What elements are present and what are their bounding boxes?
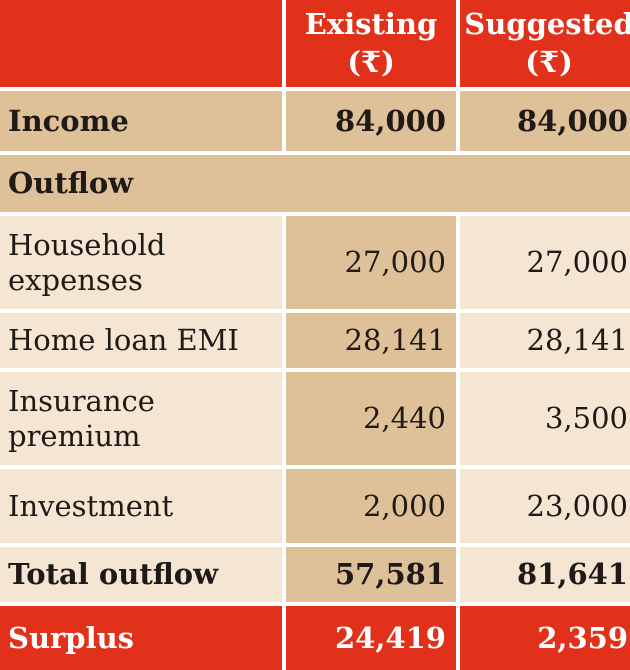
header-suggested-label: Suggested bbox=[464, 6, 630, 41]
row-household-existing: 27,000 bbox=[286, 216, 456, 309]
row-insurance-label: Insurance premium bbox=[0, 372, 282, 465]
row-insurance-text: Insurance premium bbox=[8, 383, 155, 453]
row-income-existing: 84,000 bbox=[286, 91, 456, 151]
row-investment-suggested: 23,000 bbox=[460, 469, 630, 543]
row-income-label: Income bbox=[0, 91, 282, 151]
row-investment-label: Investment bbox=[0, 469, 282, 543]
row-insurance-existing: 2,440 bbox=[286, 372, 456, 465]
row-total-outflow-label: Total outflow bbox=[0, 547, 282, 602]
section-outflow: Outflow bbox=[0, 155, 630, 212]
header-existing: Existing (₹) bbox=[286, 0, 456, 87]
row-surplus-suggested: 2,359 bbox=[460, 606, 630, 670]
header-suggested: Suggested (₹) bbox=[460, 0, 630, 87]
header-suggested-unit: (₹) bbox=[525, 44, 573, 79]
row-homeloan-label: Home loan EMI bbox=[0, 313, 282, 368]
row-homeloan-existing: 28,141 bbox=[286, 313, 456, 368]
header-existing-label: Existing bbox=[304, 6, 438, 41]
row-investment-existing: 2,000 bbox=[286, 469, 456, 543]
row-homeloan-suggested: 28,141 bbox=[460, 313, 630, 368]
row-surplus-label: Surplus bbox=[0, 606, 282, 670]
row-household-text: Household expenses bbox=[8, 227, 166, 297]
row-household-label: Household expenses bbox=[0, 216, 282, 309]
header-existing-unit: (₹) bbox=[347, 44, 395, 79]
row-total-outflow-existing: 57,581 bbox=[286, 547, 456, 602]
row-surplus-existing: 24,419 bbox=[286, 606, 456, 670]
header-empty-cell bbox=[0, 0, 282, 87]
row-insurance-suggested: 3,500 bbox=[460, 372, 630, 465]
row-total-outflow-suggested: 81,641 bbox=[460, 547, 630, 602]
row-household-suggested: 27,000 bbox=[460, 216, 630, 309]
row-income-suggested: 84,000 bbox=[460, 91, 630, 151]
